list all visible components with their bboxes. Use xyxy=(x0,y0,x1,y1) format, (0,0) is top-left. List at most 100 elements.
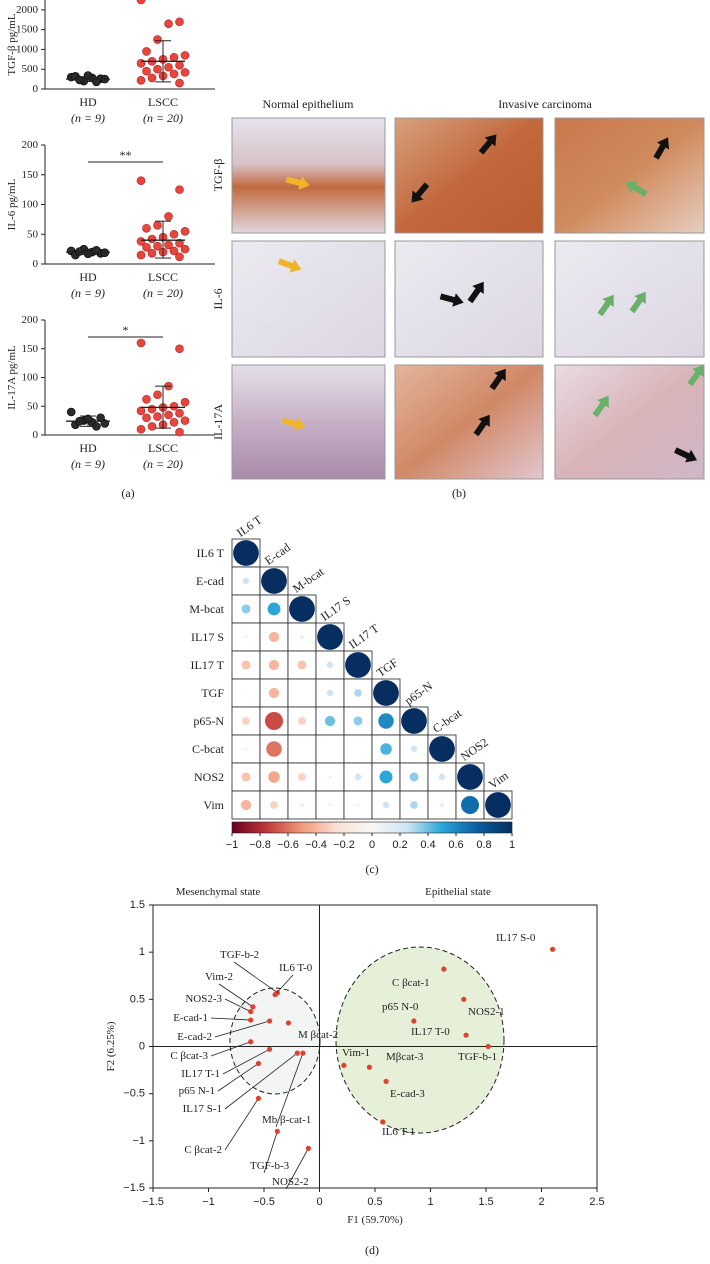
data-point xyxy=(272,992,278,998)
data-point xyxy=(180,244,190,254)
correlation-circle xyxy=(354,689,362,697)
data-point xyxy=(411,1018,417,1024)
x-tick-label: 2 xyxy=(538,1196,544,1208)
column-header: Invasive carcinoma xyxy=(498,97,592,111)
x-tick-label: LSCC xyxy=(148,441,178,455)
histology-image xyxy=(394,117,544,234)
data-point xyxy=(147,73,157,83)
data-point xyxy=(153,35,162,44)
data-point xyxy=(285,1020,292,1026)
correlation-circle xyxy=(244,635,248,639)
point-label: IL17 T-0 xyxy=(411,1026,450,1038)
colorbar-tick-label: 1 xyxy=(509,839,515,851)
leader-line xyxy=(285,1148,309,1190)
y-tick-label: 150 xyxy=(22,343,39,355)
correlation-circle xyxy=(326,661,334,669)
row-label: E-cad xyxy=(196,574,224,588)
point-label: TGF-b-2 xyxy=(220,949,259,961)
data-point xyxy=(142,413,151,423)
data-point xyxy=(136,58,146,68)
data-point xyxy=(136,176,146,185)
data-point xyxy=(92,246,101,255)
x-tick-note: (n = 9) xyxy=(71,457,105,471)
x-tick-label: 2.5 xyxy=(589,1196,604,1208)
correlation-circle xyxy=(240,799,252,811)
histology-image xyxy=(554,240,705,358)
cluster-circle xyxy=(335,946,505,1134)
leader-line xyxy=(224,1052,298,1110)
data-point xyxy=(164,19,173,29)
leader-line xyxy=(233,961,278,994)
data-point xyxy=(136,424,146,434)
correlation-circle xyxy=(289,596,315,622)
x-tick-label: 1.5 xyxy=(478,1196,493,1208)
x-tick-label: −0.5 xyxy=(253,1196,275,1208)
histology-image xyxy=(231,117,386,234)
data-point xyxy=(463,1032,469,1038)
correlation-circle xyxy=(345,652,371,678)
histology-image xyxy=(231,364,386,480)
data-point xyxy=(142,66,151,76)
leader-line xyxy=(210,1041,251,1057)
data-point xyxy=(274,1128,280,1134)
y-tick-label: 1 xyxy=(139,946,145,958)
y-tick-label: 200 xyxy=(22,314,39,326)
row-label: IL17 T xyxy=(191,658,225,672)
leader-line xyxy=(224,998,251,1012)
panel-label: (d) xyxy=(365,1243,379,1257)
row-label: C-bcat xyxy=(192,742,225,756)
data-point xyxy=(255,1095,262,1101)
leader-line xyxy=(224,1098,259,1151)
point-label: IL6 T-1 xyxy=(382,1126,415,1138)
data-point xyxy=(180,416,190,425)
data-point xyxy=(175,344,184,354)
correlation-circle xyxy=(298,717,306,725)
correlation-circle xyxy=(268,631,280,643)
correlation-circle xyxy=(242,577,250,585)
row-label: TGF xyxy=(201,686,224,700)
x-tick-note: (n = 20) xyxy=(143,111,183,125)
correlation-circle xyxy=(233,540,259,566)
colorbar-tick-label: −0.8 xyxy=(249,839,271,851)
data-point xyxy=(169,69,179,79)
point-label: IL17 S-0 xyxy=(496,932,536,944)
data-point xyxy=(136,406,146,416)
point-label: IL17 S-1 xyxy=(183,1103,222,1115)
column-header: Normal epithelium xyxy=(263,97,355,111)
point-label: Mb β-cat-1 xyxy=(262,1114,311,1126)
matrix-cell xyxy=(315,734,345,764)
y-tick-label: 1500 xyxy=(16,24,39,36)
colorbar-tick-label: −0.2 xyxy=(333,839,355,851)
data-point xyxy=(175,408,184,418)
column-label: NOS2 xyxy=(458,735,491,764)
y-tick-label: −1.5 xyxy=(123,1182,145,1194)
x-tick-label: 0.5 xyxy=(367,1196,382,1208)
data-point xyxy=(142,243,151,252)
row-label: TGF-β xyxy=(211,159,225,192)
y-tick-label: −0.5 xyxy=(123,1088,145,1100)
data-point xyxy=(175,17,184,27)
column-label: IL17 T xyxy=(346,621,382,652)
region-header: Epithelial state xyxy=(425,886,491,898)
correlation-circle xyxy=(268,771,280,783)
x-tick-note: (n = 9) xyxy=(71,286,105,300)
correlation-circle xyxy=(460,795,480,815)
data-point xyxy=(142,47,151,56)
colorbar-tick-label: 0.8 xyxy=(476,839,491,851)
y-tick-label: 2000 xyxy=(16,4,39,16)
data-point xyxy=(266,1018,273,1024)
matrix-cell xyxy=(287,734,317,764)
column-label: M-bcat xyxy=(290,564,327,596)
point-label: p65 N-1 xyxy=(179,1085,215,1097)
leader-line xyxy=(210,1017,251,1021)
correlation-circle xyxy=(297,660,307,670)
row-label: IL-6 xyxy=(211,288,225,309)
correlation-circle xyxy=(438,773,446,781)
correlation-circle xyxy=(244,747,248,751)
colorbar-tick-label: 0.2 xyxy=(392,839,407,851)
x-tick-note: (n = 20) xyxy=(143,457,183,471)
correlation-circle xyxy=(373,680,399,706)
y-tick-label: 1.5 xyxy=(130,899,145,911)
leader-line xyxy=(275,1052,304,1128)
x-tick-note: (n = 20) xyxy=(143,286,183,300)
